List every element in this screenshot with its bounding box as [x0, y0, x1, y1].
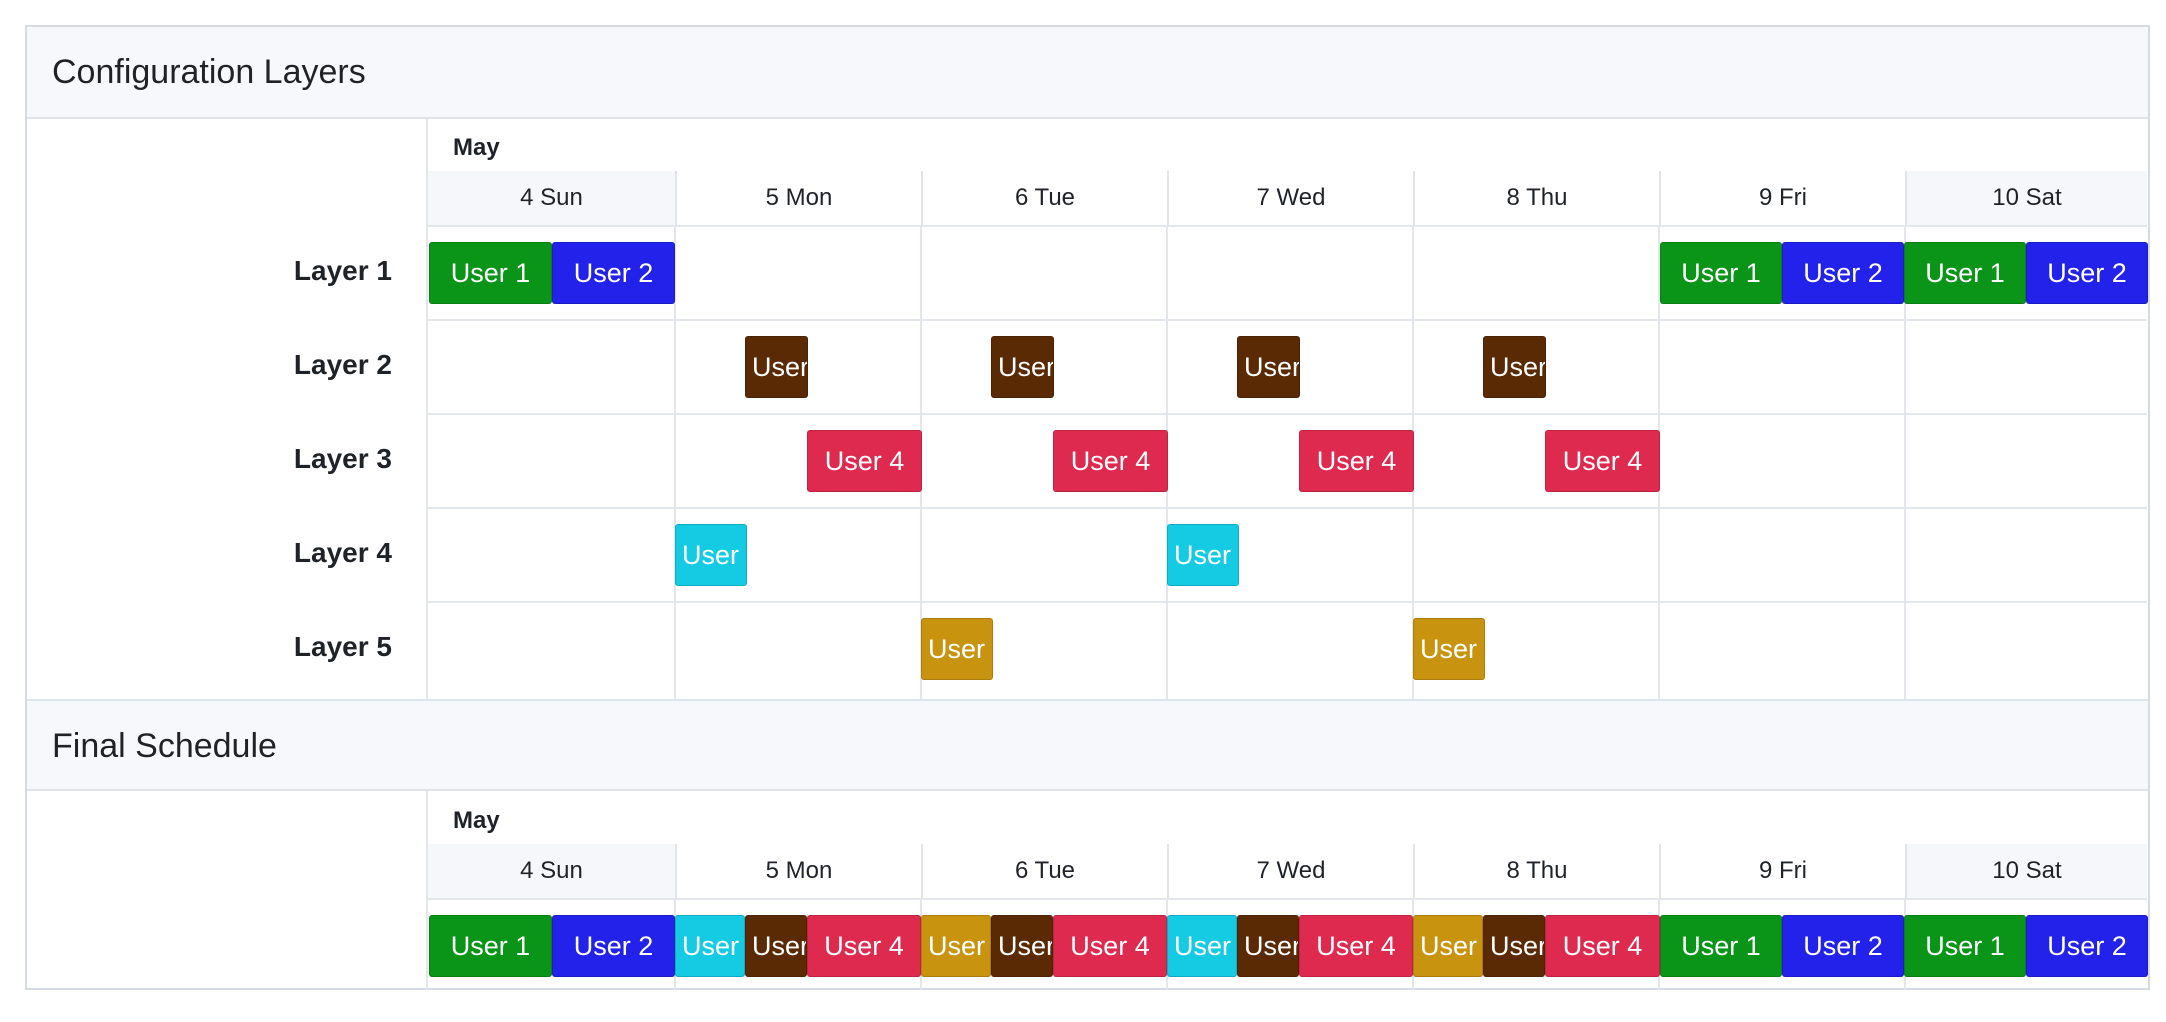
layer-3-event[interactable]: User 4	[1053, 430, 1168, 492]
final-day-header-wed[interactable]: 7 Wed	[1167, 844, 1413, 898]
grid-line	[428, 507, 2147, 509]
grid-line	[1904, 225, 1906, 724]
final-event[interactable]: User 2	[1782, 915, 1904, 977]
layer-1-event[interactable]: User 1	[1660, 242, 1782, 304]
final-event[interactable]: User	[745, 915, 807, 977]
configuration-header: Configuration Layers	[27, 27, 2148, 119]
final-event[interactable]: User	[1483, 915, 1545, 977]
configuration-label-divider	[426, 119, 428, 724]
final-event[interactable]: User	[1167, 915, 1237, 977]
layer-3-event[interactable]: User 4	[1299, 430, 1414, 492]
final-event[interactable]: User	[991, 915, 1053, 977]
layer-2-event[interactable]: User	[991, 336, 1054, 398]
layer-1-event[interactable]: User 1	[1904, 242, 2026, 304]
day-header-mon[interactable]: 5 Mon	[675, 171, 921, 225]
final-event[interactable]: User 4	[1053, 915, 1167, 977]
final-event[interactable]: User 1	[429, 915, 552, 977]
day-header-wed[interactable]: 7 Wed	[1167, 171, 1413, 225]
layer-1-event[interactable]: User 2	[2026, 242, 2148, 304]
layer-5-label: Layer 5	[293, 631, 392, 662]
final-label-divider	[426, 791, 428, 990]
layer-2-event[interactable]: User	[1237, 336, 1300, 398]
final-day-header-fri[interactable]: 9 Fri	[1659, 844, 1905, 898]
final-day-header-sun[interactable]: 4 Sun	[428, 844, 675, 898]
final-event[interactable]: User 4	[807, 915, 921, 977]
final-day-header-mon[interactable]: 5 Mon	[675, 844, 921, 898]
layer-2-label: Layer 2	[293, 349, 392, 380]
final-header: Final Schedule	[27, 699, 2148, 791]
grid-line	[428, 413, 2147, 415]
layer-5-event[interactable]: User	[1413, 618, 1485, 680]
final-day-header-tue[interactable]: 6 Tue	[921, 844, 1167, 898]
layer-4-event[interactable]: User	[675, 524, 747, 586]
final-event[interactable]: User 1	[1660, 915, 1782, 977]
grid-line	[428, 898, 2147, 900]
final-event[interactable]: User	[921, 915, 991, 977]
final-event[interactable]: User 4	[1545, 915, 1660, 977]
layer-1-event[interactable]: User 1	[429, 242, 552, 304]
day-header-sun[interactable]: 4 Sun	[428, 171, 675, 225]
grid-line	[428, 319, 2147, 321]
grid-line	[428, 225, 2147, 227]
configuration-month-label: May	[453, 134, 500, 161]
layer-2-event[interactable]: User	[1483, 336, 1546, 398]
layer-3-event[interactable]: User 4	[807, 430, 922, 492]
final-event[interactable]: User 2	[552, 915, 675, 977]
day-header-sat[interactable]: 10 Sat	[1905, 171, 2147, 225]
schedule-panel: Configuration Layers May 4 Sun 5 Mon 6 T…	[25, 25, 2150, 990]
configuration-day-header: 4 Sun 5 Mon 6 Tue 7 Wed 8 Thu 9 Fri 10 S…	[428, 171, 2147, 225]
layer-2-event[interactable]: User	[745, 336, 808, 398]
final-event[interactable]: User	[675, 915, 745, 977]
grid-line	[674, 225, 676, 724]
final-month-label: May	[453, 807, 500, 834]
layer-1-event[interactable]: User 2	[1782, 242, 1904, 304]
day-header-tue[interactable]: 6 Tue	[921, 171, 1167, 225]
final-event[interactable]: User	[1237, 915, 1299, 977]
final-day-header: 4 Sun 5 Mon 6 Tue 7 Wed 8 Thu 9 Fri 10 S…	[428, 844, 2147, 898]
layer-5-event[interactable]: User	[921, 618, 993, 680]
final-day-header-sat[interactable]: 10 Sat	[1905, 844, 2147, 898]
configuration-title: Configuration Layers	[52, 53, 366, 91]
layer-1-event[interactable]: User 2	[552, 242, 675, 304]
layer-1-label: Layer 1	[293, 255, 392, 286]
final-event[interactable]: User	[1413, 915, 1483, 977]
layer-4-event[interactable]: User	[1167, 524, 1239, 586]
final-title: Final Schedule	[52, 727, 277, 765]
final-day-header-thu[interactable]: 8 Thu	[1413, 844, 1659, 898]
layer-4-label: Layer 4	[293, 537, 392, 568]
layer-3-label: Layer 3	[293, 443, 392, 474]
grid-line	[428, 601, 2147, 603]
final-event[interactable]: User 1	[1904, 915, 2026, 977]
day-header-thu[interactable]: 8 Thu	[1413, 171, 1659, 225]
final-event[interactable]: User 2	[2026, 915, 2148, 977]
day-header-fri[interactable]: 9 Fri	[1659, 171, 1905, 225]
final-event[interactable]: User 4	[1299, 915, 1413, 977]
layer-3-event[interactable]: User 4	[1545, 430, 1660, 492]
